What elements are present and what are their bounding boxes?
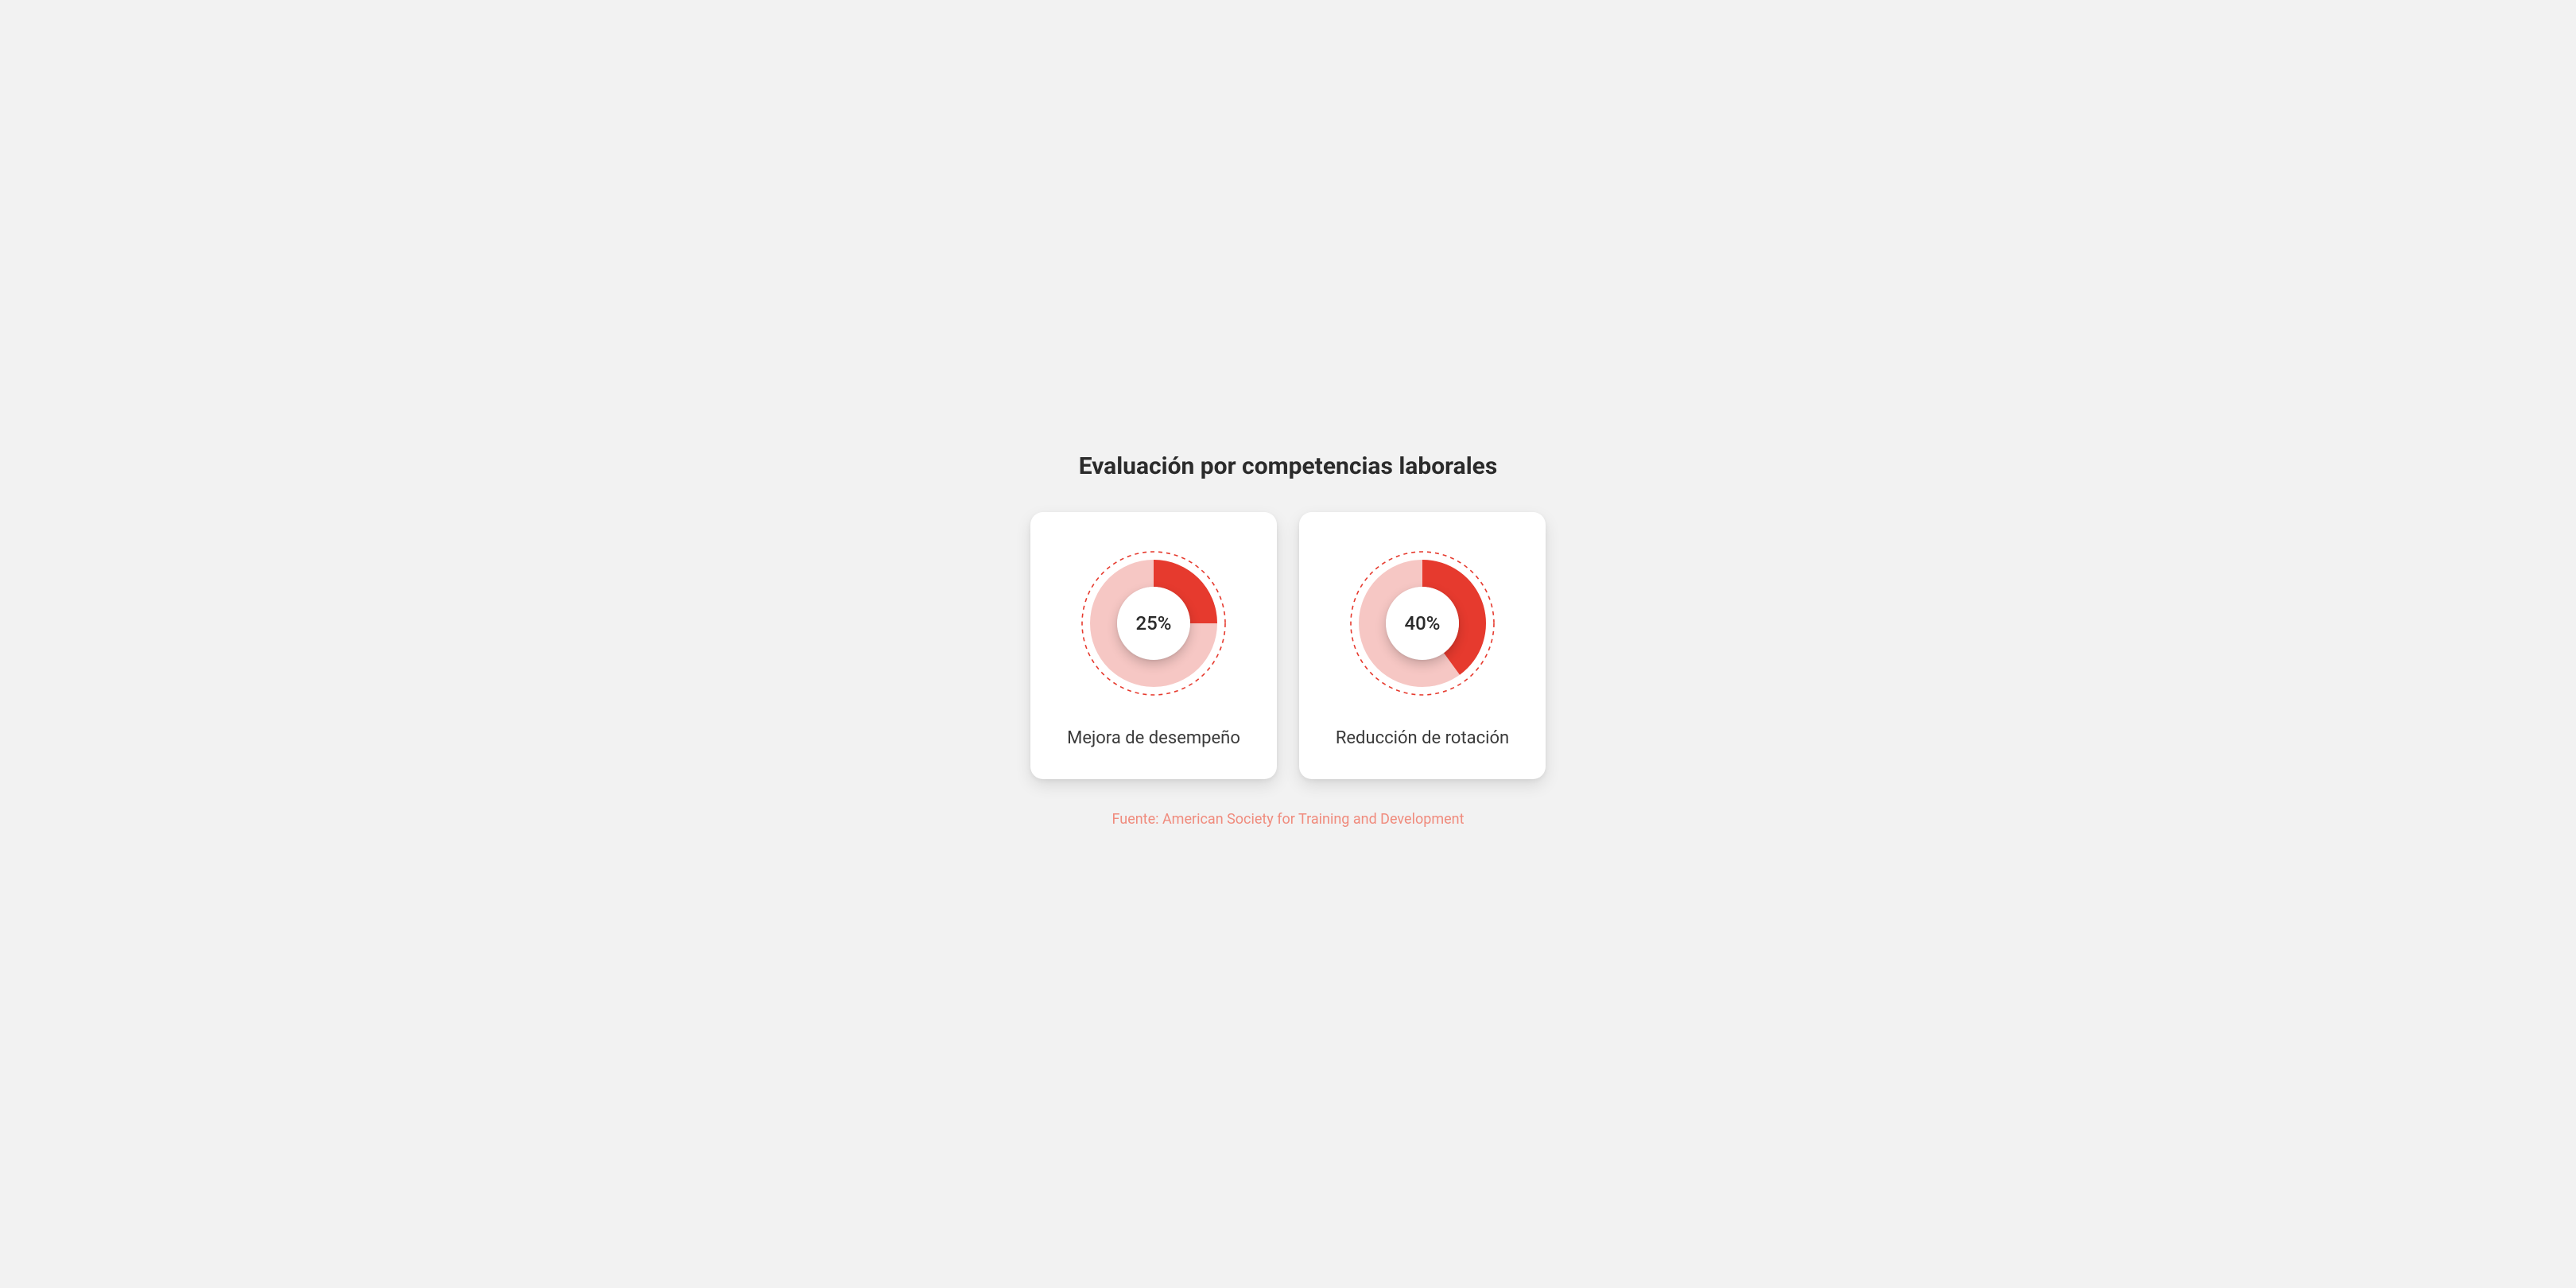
card-label: Mejora de desempeño — [1067, 727, 1240, 751]
donut-value: 40% — [1405, 612, 1441, 634]
card-mejora: 25% Mejora de desempeño — [1030, 512, 1277, 779]
card-reduccion: 40% Reducción de rotación — [1299, 512, 1546, 779]
donut-chart-mejora: 25% — [1074, 544, 1233, 703]
donut-hub: 25% — [1117, 587, 1190, 660]
donut-value: 25% — [1136, 612, 1172, 634]
infographic-container: Evaluación por competencias laborales 25… — [644, 421, 1932, 867]
card-label: Reducción de rotación — [1336, 727, 1509, 751]
donut-chart-reduccion: 40% — [1343, 544, 1502, 703]
cards-row: 25% Mejora de desempeño 40% Reducción de… — [1030, 512, 1546, 779]
page-title: Evaluación por competencias laborales — [1079, 452, 1498, 480]
donut-hub: 40% — [1386, 587, 1459, 660]
source-text: Fuente: American Society for Training an… — [1112, 811, 1465, 828]
